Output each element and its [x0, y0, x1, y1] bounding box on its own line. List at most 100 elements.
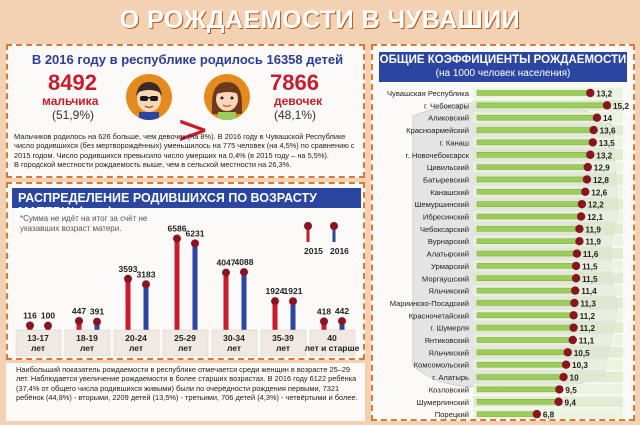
- rate-category-label-24: Козловский: [429, 385, 469, 394]
- age-value-label-2015-1: 447: [72, 306, 86, 316]
- legend-2015-label: 2015: [304, 246, 323, 256]
- rate-category-label-1: г. Чебоксары: [424, 101, 469, 110]
- rate-bar-3: [476, 127, 591, 133]
- rate-bar-tip-19: [569, 323, 578, 332]
- rate-bar-8: [476, 189, 583, 195]
- rate-value-label-18: 11,2: [580, 312, 596, 321]
- rate-bar-18: [476, 312, 571, 319]
- rate-category-label-22: Комсомольский: [414, 361, 469, 370]
- rate-bar-11: [476, 226, 577, 232]
- rate-category-label-23: г. Алатырь: [432, 373, 469, 382]
- rate-bar-tip-13: [572, 249, 582, 258]
- age-bar-tip-2016-4: [240, 268, 248, 277]
- rate-category-label-6: Цивильский: [427, 163, 469, 172]
- age-category-box-1: [64, 329, 111, 357]
- rate-bar-10: [476, 213, 579, 220]
- legend-2016-marker: [330, 222, 338, 230]
- rate-category-label-20: Янтиковский: [424, 336, 469, 345]
- rate-bar-5: [476, 152, 588, 158]
- rates-title: ОБЩИЕ КОЭФФИЦИЕНТЫ РОЖДАЕМОСТИ: [379, 54, 627, 66]
- girl-avatar-icon: [204, 74, 250, 120]
- age-category-label-1: 18-19 лет: [76, 333, 98, 353]
- legend-2016-label: 2016: [330, 246, 349, 256]
- rate-bar-tip-8: [581, 187, 590, 196]
- age-value-label-2016-6: 442: [335, 306, 349, 316]
- rate-bar-tip-26: [532, 409, 542, 419]
- age-category-label-2: 20-24 лет: [125, 333, 147, 353]
- age-bar-tip-2016-2: [142, 280, 150, 289]
- rate-category-label-5: г. Новочебоксарск: [406, 151, 470, 160]
- rate-bar-tip-10: [576, 212, 586, 221]
- rate-bar-22: [476, 361, 564, 368]
- rate-category-label-15: Моргаушский: [422, 274, 469, 283]
- greater-than-icon: >: [176, 107, 210, 153]
- rate-bar-tip-22: [561, 360, 571, 369]
- rate-value-label-11: 11,9: [585, 225, 601, 234]
- rate-category-label-3: Красноармейский: [406, 126, 469, 135]
- rate-bar-9: [476, 201, 580, 207]
- rate-value-label-22: 10,3: [572, 361, 588, 370]
- age-bar-2015-6: [321, 324, 327, 330]
- rate-bar-tip-1: [602, 101, 612, 110]
- rate-bar-tip-5: [586, 150, 595, 159]
- rate-bar-24: [476, 386, 557, 393]
- age-bar-2015-5: [272, 304, 278, 330]
- rate-bar-15: [476, 275, 574, 281]
- rate-bar-19: [476, 324, 571, 331]
- rate-bar-6: [476, 164, 586, 170]
- age-bar-2016-1: [94, 324, 100, 330]
- rate-value-label-8: 12,6: [591, 188, 607, 197]
- age-value-label-2015-2: 3593: [119, 264, 138, 274]
- rate-value-label-5: 13,2: [596, 151, 612, 160]
- girls-label: девочек: [274, 94, 323, 108]
- age-bar-tip-2015-6: [320, 317, 328, 326]
- rate-value-label-6: 12,9: [594, 164, 610, 173]
- rate-category-label-25: Шумерлинский: [416, 398, 469, 407]
- rate-value-label-13: 11,6: [583, 250, 599, 259]
- rate-bar-26: [476, 411, 535, 417]
- page-title: О РОЖДАЕМОСТИ В ЧУВАШИИ: [119, 6, 521, 34]
- rate-bar-16: [476, 287, 573, 294]
- age-value-label-2015-3: 6586: [168, 224, 187, 234]
- age-bar-tip-2015-5: [271, 297, 279, 306]
- births-text-1: Мальчиков родилось на 626 больше, чем де…: [14, 132, 355, 160]
- age-chart-heading: РАСПРЕДЕЛЕНИЕ РОДИВШИХСЯ ПО ВОЗРАСТУ МАТ…: [12, 188, 361, 219]
- rate-bar-tip-3: [589, 125, 598, 135]
- bottom-text: Наибольший показатель рождаемости в респ…: [16, 365, 358, 403]
- rate-bar-tip-0: [586, 88, 595, 98]
- rate-value-label-26: 6,8: [543, 411, 555, 419]
- births-headline: В 2016 году в республике родилось 16358 …: [31, 52, 344, 67]
- births-text-2: В городской местности рождаемость выше, …: [14, 160, 292, 169]
- rates-heading: ОБЩИЕ КОЭФФИЦИЕНТЫ РОЖДАЕМОСТИ (на 1000 …: [379, 52, 627, 82]
- rate-value-label-16: 11,4: [581, 287, 597, 296]
- age-category-label-5: 35-39 лет: [272, 333, 294, 353]
- boys-pct: (51,9%): [52, 108, 95, 122]
- age-bar-2015-3: [174, 241, 180, 330]
- rate-bar-1: [476, 102, 605, 109]
- age-category-box-4: [211, 329, 258, 357]
- rate-value-label-25: 9,4: [565, 398, 577, 407]
- rate-value-label-23: 10: [570, 374, 580, 383]
- rate-category-label-18: Красночетайский: [409, 311, 469, 320]
- age-category-box-6: [309, 329, 356, 357]
- rate-bar-tip-14: [571, 261, 581, 271]
- age-bar-2016-3: [192, 246, 198, 330]
- boys-label: мальчика: [42, 94, 99, 108]
- rate-value-label-0: 13,2: [596, 90, 612, 99]
- rate-bar-tip-24: [555, 385, 564, 394]
- girls-count: 7866: [270, 70, 319, 95]
- age-category-label-4: 30-34 лет: [223, 333, 245, 353]
- rate-category-label-8: Канашский: [430, 188, 469, 197]
- rate-value-label-19: 11,2: [580, 324, 596, 333]
- age-value-label-2015-6: 418: [317, 306, 331, 316]
- rate-bar-tip-4: [588, 138, 597, 147]
- girls-pct: (48,1%): [274, 108, 317, 122]
- rate-category-label-17: Мариинско-Посадский: [390, 299, 469, 308]
- rate-value-label-10: 12,1: [587, 213, 603, 222]
- age-bar-tip-2015-1: [75, 316, 83, 325]
- rate-bar-13: [476, 250, 575, 257]
- rate-value-label-12: 11,9: [585, 238, 601, 247]
- age-value-label-2016-2: 3183: [137, 269, 156, 279]
- age-bar-tip-2015-3: [173, 234, 181, 243]
